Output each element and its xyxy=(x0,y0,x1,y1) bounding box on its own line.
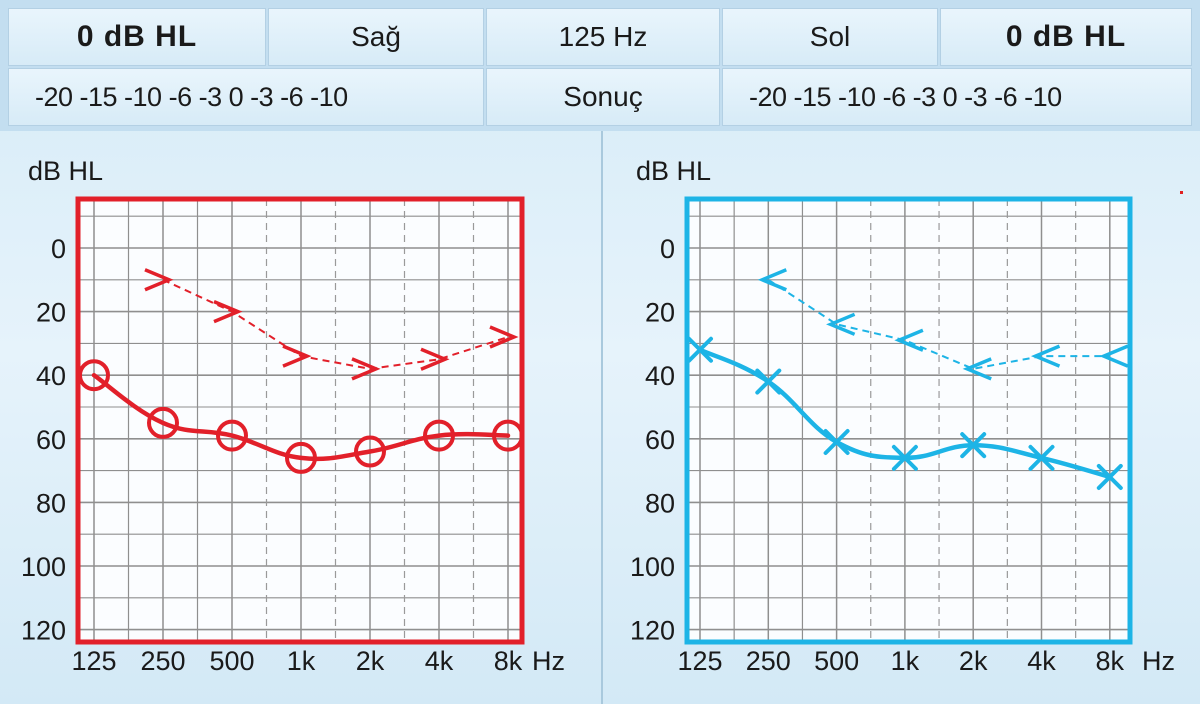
left-xtick: 8k xyxy=(1096,646,1125,676)
stray-dot xyxy=(1180,191,1183,194)
right-air-marker-circle xyxy=(78,359,110,392)
right-xtick: 250 xyxy=(140,646,185,676)
right-bone-marker-arrow xyxy=(213,299,243,324)
right-ytick: 0 xyxy=(51,234,66,264)
left-air-marker-x xyxy=(1028,444,1055,471)
result-cell: Sonuç xyxy=(486,68,720,126)
right-bone-marker-arrow xyxy=(489,325,519,349)
right-scale-cell: -20 -15 -10 -6 -3 0 -3 -6 -10 xyxy=(8,68,484,126)
left-frame xyxy=(684,196,1133,645)
left-bone-marker-arrow xyxy=(757,268,787,292)
left-air-marker-x xyxy=(823,428,850,455)
right-xunit: Hz xyxy=(532,646,565,676)
right-air-line xyxy=(91,372,511,462)
left-air-marker-x xyxy=(960,432,987,459)
left-bone-marker-arrow xyxy=(1099,344,1129,368)
left-bone-marker-arrow xyxy=(894,328,924,352)
right-xtick: 500 xyxy=(209,646,254,676)
right-xtick: 125 xyxy=(71,646,116,676)
right-level-cell: 0 dB HL xyxy=(8,8,266,66)
left-xunit: Hz xyxy=(1142,646,1175,676)
left-level-label: 0 dB HL xyxy=(1005,20,1127,53)
right-bone-marker-arrow xyxy=(144,268,174,292)
right-xtick: 4k xyxy=(425,646,454,676)
left-xtick: 250 xyxy=(746,646,791,676)
left-ytick: 20 xyxy=(645,298,675,328)
right-bone-marker-arrow xyxy=(420,347,450,371)
right-ytick: 20 xyxy=(36,298,66,328)
right-plot-area xyxy=(78,199,522,642)
left-ytick: 120 xyxy=(630,616,675,646)
left-series-0 xyxy=(687,336,1123,490)
right-ytick: 120 xyxy=(21,616,66,646)
left-level-cell: 0 dB HL xyxy=(940,8,1192,66)
right-frame xyxy=(75,196,525,645)
left-ear-cell: Sol xyxy=(722,8,938,66)
frequency-cell: 125 Hz xyxy=(486,8,720,66)
right-xtick: 2k xyxy=(356,646,385,676)
left-scale-cell: -20 -15 -10 -6 -3 0 -3 -6 -10 xyxy=(722,68,1192,126)
right-air-marker-circle xyxy=(147,406,179,439)
frequency-label: 125 Hz xyxy=(558,21,648,52)
right-ytick: 80 xyxy=(36,488,66,518)
right-xtick: 8k xyxy=(494,646,523,676)
right-ytick: 40 xyxy=(36,361,66,391)
right-air-marker-circle xyxy=(492,419,524,452)
left-xtick: 4k xyxy=(1027,646,1056,676)
right-ear-label: Sağ xyxy=(351,21,401,52)
right-air-marker-circle xyxy=(354,435,386,468)
right-scale-values: -20 -15 -10 -6 -3 0 -3 -6 -10 xyxy=(35,81,348,112)
left-plot-area xyxy=(687,199,1130,642)
left-air-marker-x xyxy=(1096,463,1123,490)
left-ytick: 40 xyxy=(645,361,675,391)
left-air-marker-x xyxy=(755,368,782,395)
left-ylabel: dB HL xyxy=(636,156,711,186)
left-ytick: 0 xyxy=(660,234,675,264)
left-air-marker-x xyxy=(687,336,713,363)
right-air-marker-circle xyxy=(285,441,317,474)
left-xtick: 125 xyxy=(677,646,722,676)
left-bone-marker-arrow xyxy=(1030,344,1061,368)
right-series-1 xyxy=(144,268,519,381)
right-xtick: 1k xyxy=(287,646,316,676)
left-bone-marker-arrow xyxy=(826,312,856,336)
right-bone-marker-arrow xyxy=(282,344,312,368)
left-ytick: 100 xyxy=(630,552,675,582)
left-ytick: 80 xyxy=(645,488,675,518)
audiogram-header: 0 dB HL Sağ 125 Hz Sol 0 dB HL -20 -15 -… xyxy=(0,0,1200,131)
right-level-label: 0 dB HL xyxy=(76,20,198,53)
left-xtick: 2k xyxy=(959,646,988,676)
right-air-marker-circle xyxy=(423,419,455,452)
left-ear-label: Sol xyxy=(809,21,851,52)
left-xtick: 500 xyxy=(814,646,859,676)
left-series-1 xyxy=(757,268,1129,381)
left-xtick: 1k xyxy=(891,646,920,676)
right-air-marker-circle xyxy=(216,419,248,452)
right-ylabel: dB HL xyxy=(28,156,103,186)
right-ytick: 100 xyxy=(21,552,66,582)
panel-divider xyxy=(601,131,603,704)
left-bone-line xyxy=(767,278,1110,370)
left-ytick: 60 xyxy=(645,425,675,455)
result-label: Sonuç xyxy=(563,81,643,112)
right-series-0 xyxy=(78,359,524,474)
right-ytick: 60 xyxy=(36,425,66,455)
right-ear-cell: Sağ xyxy=(268,8,484,66)
right-bone-marker-arrow xyxy=(351,357,381,381)
left-scale-values: -20 -15 -10 -6 -3 0 -3 -6 -10 xyxy=(749,81,1062,112)
right-bone-line xyxy=(162,278,509,370)
left-bone-marker-arrow xyxy=(962,357,992,381)
left-air-marker-x xyxy=(891,444,918,471)
